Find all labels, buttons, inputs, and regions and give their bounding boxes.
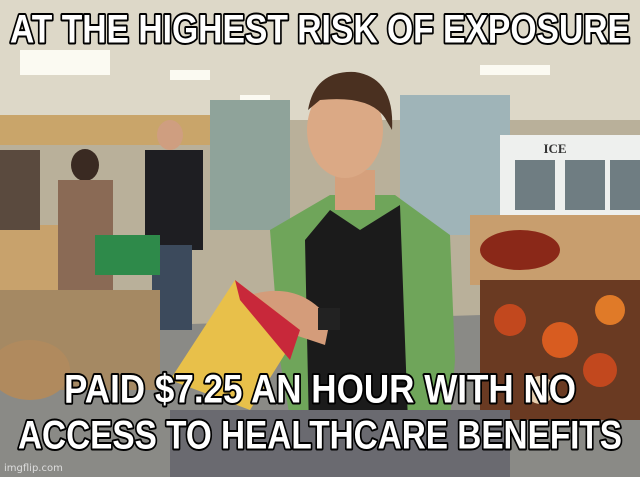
top-caption: AT THE HIGHEST RISK OF EXPOSURE (10, 8, 630, 52)
watermark: imgflip.com (4, 463, 63, 474)
store-sign: ICE (543, 141, 566, 156)
bottom-caption-line: ACCESS TO HEALTHCARE BENEFITS (18, 414, 622, 458)
bottom-caption-line: PAID $7.25 AN HOUR WITH NO (64, 368, 576, 412)
